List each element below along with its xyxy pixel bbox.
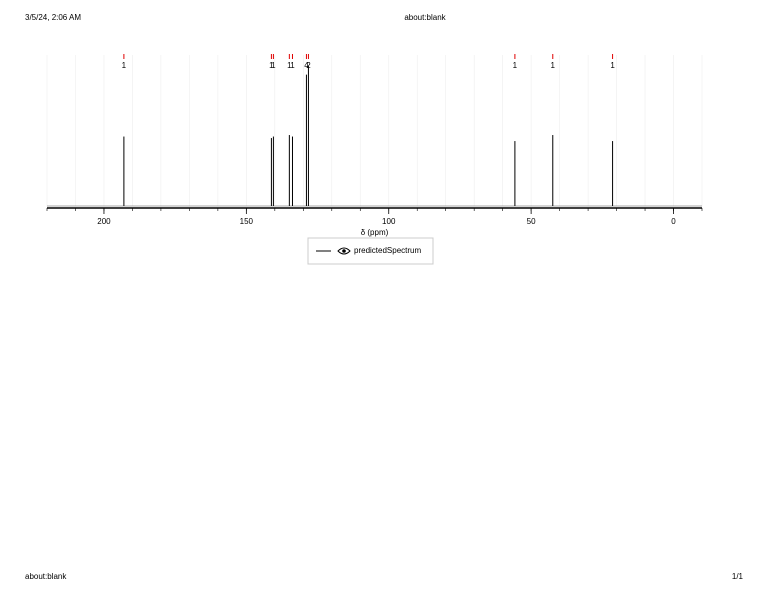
print-datetime: 3/5/24, 2:06 AM	[25, 13, 81, 22]
chart: 200 150 100 50 0δ (ppm)1 11 11 42 1 1 1	[46, 54, 703, 237]
peak-count: 1	[269, 61, 274, 70]
peak-count: 1	[287, 61, 292, 70]
print-url: about:blank	[25, 572, 67, 581]
x-tick-label: 150	[240, 217, 254, 226]
x-tick-label: 50	[527, 217, 536, 226]
x-tick-label: 0	[671, 217, 676, 226]
legend-label: predictedSpectrum	[354, 246, 421, 255]
peak-count: 1	[122, 61, 127, 70]
peak-count: 1	[551, 61, 556, 70]
x-tick-label: 200	[97, 217, 111, 226]
x-tick-label: 100	[382, 217, 396, 226]
peak-count: 1	[271, 61, 276, 70]
peak-count: 2	[306, 61, 311, 70]
print-page: 1/1	[732, 572, 744, 581]
x-axis-label: δ (ppm)	[361, 228, 389, 237]
print-title: about:blank	[404, 13, 446, 22]
peak-count: 4	[304, 61, 309, 70]
eye-icon	[337, 247, 351, 255]
peak-count: 1	[290, 61, 295, 70]
peak-count: 1	[610, 61, 615, 70]
peak-count: 1	[513, 61, 518, 70]
